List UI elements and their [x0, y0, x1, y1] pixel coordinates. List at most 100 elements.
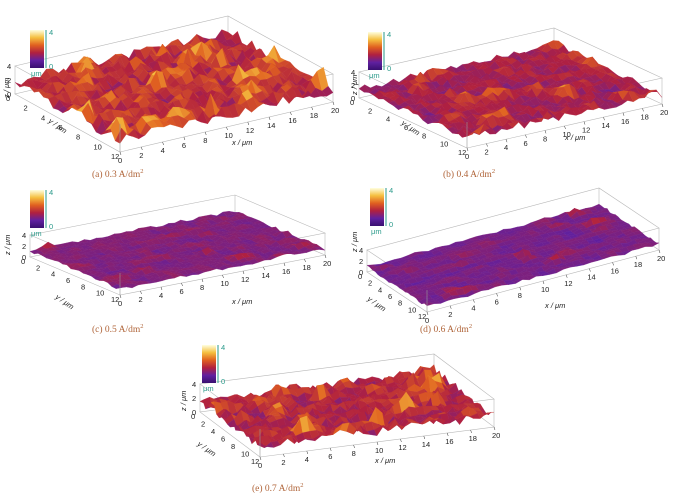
x-tick-label: 6 [495, 297, 499, 306]
y-tick-label: 10 [96, 289, 104, 298]
x-tick-label: 14 [602, 121, 610, 130]
x-axis-label: x / μm [231, 297, 252, 306]
y-axis-label: y / μm [365, 294, 388, 314]
x-tick-label: 2 [139, 295, 143, 304]
caption-a: (a) 0.3 A/dm2 [92, 168, 144, 181]
x-tick-label: 6 [524, 139, 528, 148]
y-tick-label: 4 [386, 115, 390, 124]
colorbar-max: 4 [49, 188, 53, 197]
z-tick-label: 2 [359, 257, 363, 266]
caption-d: (d) 0.6 A/dm2 [420, 323, 473, 336]
y-tick-label: 0 [358, 272, 362, 281]
x-tick-label: 10 [225, 131, 233, 140]
x-axis-label: x / μm [231, 138, 252, 147]
x-tick-label: 4 [159, 291, 163, 300]
x-tick-label: 4 [471, 304, 475, 313]
colorbar-unit: μm [369, 71, 380, 80]
z-tick-label: 4 [7, 62, 11, 71]
colorbar-min: 0 [387, 64, 391, 73]
x-tick-label: 18 [310, 111, 318, 120]
y-tick-label: 0 [21, 257, 25, 266]
colorbar: 4 0 μm [370, 186, 393, 236]
colorbar-unit: μm [31, 69, 42, 78]
x-tick-label: 16 [611, 266, 619, 275]
x-tick-label: 12 [582, 126, 590, 135]
x-tick-label: 4 [305, 455, 309, 464]
x-tick-label: 12 [246, 126, 254, 135]
colorbar-unit: μm [31, 229, 42, 238]
z-tick-label: 2 [22, 242, 26, 251]
x-tick-label: 0 [118, 156, 122, 165]
x-tick-label: 14 [267, 121, 275, 130]
y-axis-label: y / μm [195, 439, 218, 459]
y-axis-label: y / μm [53, 292, 76, 312]
y-tick-label: 4 [51, 270, 55, 279]
z-axis-label: z / μm [179, 391, 188, 412]
x-axis-label: x / μm [564, 133, 585, 142]
x-tick-label: 16 [282, 267, 290, 276]
x-tick-label: 14 [422, 440, 430, 449]
colorbar-unit: μm [371, 227, 382, 236]
x-tick-label: 8 [543, 134, 547, 143]
x-tick-label: 20 [331, 106, 339, 115]
x-tick-label: 0 [465, 152, 469, 161]
x-tick-label: 0 [118, 299, 122, 308]
z-axis-label: z / μm [350, 232, 359, 253]
colorbar: 4 0 μm [30, 28, 53, 78]
x-tick-label: 18 [634, 260, 642, 269]
x-axis-ticks: 0 2 4 6 8 10 12 14 16 18 20 [118, 101, 339, 165]
x-tick-label: 6 [180, 287, 184, 296]
z-tick-label: 2 [7, 76, 11, 85]
x-tick-label: 8 [203, 136, 207, 145]
y-tick-label: 12 [251, 457, 259, 466]
x-axis-label: x / μm [544, 301, 565, 310]
x-tick-label: 4 [161, 146, 165, 155]
panel-e: 0 2 4 6 8 10 12 14 16 18 20 0 2 4 6 8 10 12 0 2 4 x / μm y / μ… [172, 335, 517, 497]
y-axis-label: y / μm [399, 118, 422, 138]
colorbar-max: 4 [221, 343, 225, 352]
y-tick-label: 8 [76, 133, 80, 142]
y-tick-label: 6 [221, 435, 225, 444]
colorbar: 4 0 μm [202, 343, 225, 393]
panel-d: 0 2 4 6 8 10 12 14 16 18 20 0 2 4 6 8 10 12 0 2 4 x / μm y / μ… [345, 180, 690, 340]
x-tick-label: 14 [587, 273, 595, 282]
z-axis-ticks: 0 2 4 [22, 231, 26, 262]
surface-mesh [366, 203, 660, 306]
colorbar: 4 0 μm [30, 188, 53, 238]
colorbar-min: 0 [221, 377, 225, 386]
y-tick-label: 8 [398, 299, 402, 308]
x-axis-ticks: 0 2 4 6 8 10 12 14 16 18 20 [425, 249, 665, 325]
panel-b: 0 2 4 6 8 10 12 14 16 18 20 0 2 4 6 8 10 12 0 2 4 x / μm y / μ… [345, 0, 690, 185]
x-tick-label: 6 [328, 452, 332, 461]
y-tick-label: 0 [6, 94, 10, 103]
colorbar-min: 0 [49, 222, 53, 231]
y-tick-label: 10 [440, 140, 448, 149]
x-tick-label: 12 [241, 275, 249, 284]
x-axis-ticks: 0 2 4 6 8 10 12 14 16 18 20 [465, 103, 668, 161]
y-tick-label: 2 [368, 279, 372, 288]
colorbar-max: 4 [389, 186, 393, 195]
x-tick-label: 16 [621, 117, 629, 126]
surface-mesh [199, 364, 495, 448]
x-tick-label: 8 [200, 283, 204, 292]
caption-b: (b) 0.4 A/dm2 [443, 168, 496, 181]
y-tick-label: 6 [59, 123, 63, 132]
z-axis-label: z / μm [2, 78, 11, 99]
z-axis-ticks: 0 2 4 [192, 380, 196, 417]
y-tick-label: 4 [378, 285, 382, 294]
colorbar: 4 0 μm [368, 30, 391, 80]
x-axis-ticks: 0 2 4 6 8 10 12 14 16 18 20 [118, 254, 331, 308]
y-tick-label: 2 [201, 420, 205, 429]
x-tick-label: 8 [518, 291, 522, 300]
x-tick-label: 2 [139, 151, 143, 160]
x-tick-label: 16 [288, 116, 296, 125]
y-tick-label: 10 [408, 305, 416, 314]
y-tick-label: 10 [241, 450, 249, 459]
